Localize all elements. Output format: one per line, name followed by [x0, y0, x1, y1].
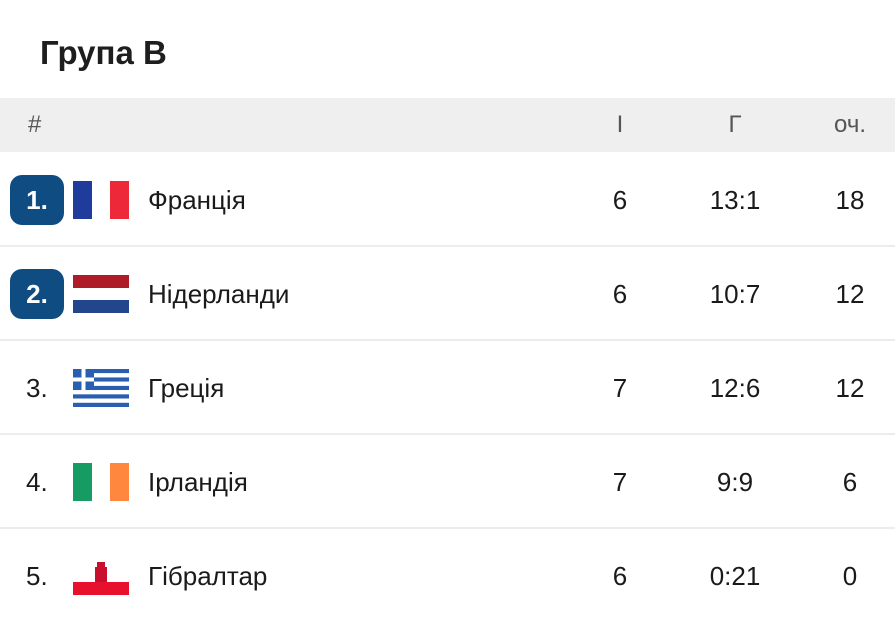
- position-badge: 1.: [10, 175, 64, 225]
- goals: 12:6: [709, 373, 761, 403]
- row-divider: [0, 527, 895, 529]
- table-row[interactable]: 1. Франція 6 13:1 18: [0, 153, 895, 247]
- team-name[interactable]: Ірландія: [148, 467, 248, 497]
- team-name[interactable]: Гібралтар: [148, 561, 268, 591]
- position: 5.: [26, 561, 48, 591]
- netherlands-flag-icon: [73, 275, 129, 313]
- row-divider: [0, 433, 895, 435]
- gibraltar-flag-icon: [73, 557, 129, 595]
- played: 7: [612, 373, 628, 403]
- played: 7: [612, 467, 628, 497]
- header-played: І: [616, 111, 624, 138]
- points: 12: [835, 373, 865, 403]
- goals: 10:7: [709, 279, 761, 309]
- table-row[interactable]: 3. Греція 7 12:6 12: [0, 341, 895, 435]
- played: 6: [612, 185, 628, 215]
- points: 12: [835, 279, 865, 309]
- ireland-flag-icon: [73, 463, 129, 501]
- goals: 9:9: [716, 467, 754, 497]
- position: 3.: [26, 373, 48, 403]
- header-goals: Г: [728, 111, 742, 138]
- france-flag-icon: [73, 181, 129, 219]
- row-divider: [0, 339, 895, 341]
- header-pos: #: [28, 111, 42, 138]
- team-name[interactable]: Греція: [148, 373, 225, 403]
- points: 6: [842, 467, 858, 497]
- table-row[interactable]: 2. Нідерланди 6 10:7 12: [0, 247, 895, 341]
- table-header: # І Г оч.: [0, 98, 895, 152]
- table-row[interactable]: 5. Гібралтар 6 0:21 0: [0, 529, 895, 623]
- row-divider: [0, 245, 895, 247]
- goals: 0:21: [709, 561, 761, 591]
- greece-flag-icon: [73, 369, 129, 407]
- header-points: оч.: [834, 111, 866, 138]
- table-row[interactable]: 4. Ірландія 7 9:9 6: [0, 435, 895, 529]
- team-name[interactable]: Нідерланди: [148, 279, 290, 309]
- played: 6: [612, 279, 628, 309]
- team-name[interactable]: Франція: [148, 185, 246, 215]
- group-title: Група B: [40, 34, 167, 71]
- points: 18: [835, 185, 865, 215]
- position-badge: 2.: [10, 269, 64, 319]
- position: 4.: [26, 467, 48, 497]
- goals: 13:1: [709, 185, 761, 215]
- points: 0: [842, 561, 858, 591]
- played: 6: [612, 561, 628, 591]
